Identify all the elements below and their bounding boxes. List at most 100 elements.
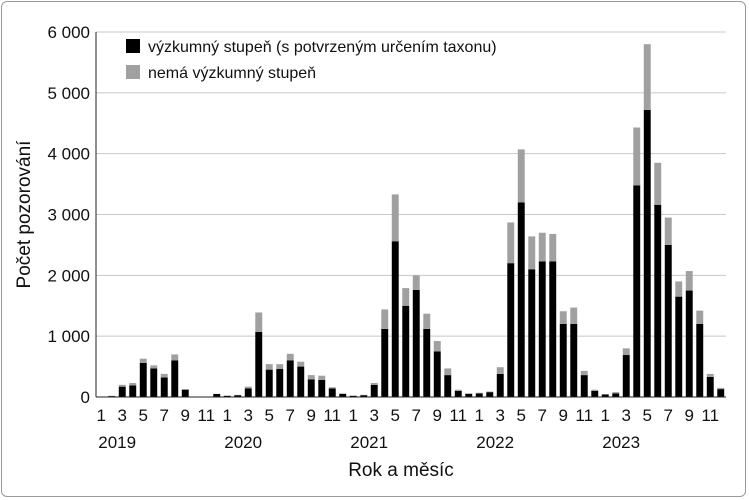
x-tick-label: 9: [433, 406, 442, 425]
bar-research-grade: [129, 385, 137, 397]
x-tick-label: 1: [601, 406, 610, 425]
y-tick-label: 0: [81, 388, 90, 407]
bar-research-grade: [381, 328, 389, 397]
bar-needs-id: [129, 383, 137, 386]
bar-research-grade: [339, 393, 347, 397]
bar-research-grade: [286, 360, 294, 397]
bar-needs-id: [244, 386, 252, 389]
bar-needs-id: [433, 341, 441, 352]
bar-research-grade: [370, 384, 378, 397]
bar-needs-id: [706, 373, 714, 377]
bar-needs-id: [381, 309, 389, 329]
bar-research-grade: [454, 390, 462, 397]
bar-research-grade: [307, 379, 315, 397]
bar-research-grade: [706, 376, 714, 397]
bar-research-grade: [391, 241, 399, 397]
bar-research-grade: [664, 244, 672, 397]
bar-research-grade: [402, 305, 410, 397]
year-label: 2021: [350, 433, 388, 452]
year-label: 2019: [98, 433, 136, 452]
bar-research-grade: [601, 394, 609, 397]
bar-research-grade: [622, 355, 630, 397]
bar-research-grade: [643, 109, 651, 397]
bar-research-grade: [612, 393, 620, 397]
bar-research-grade: [486, 392, 494, 397]
bar-research-grade: [444, 375, 452, 397]
x-axis-title: Rok a měsíc: [348, 460, 454, 481]
x-tick-label: 5: [265, 406, 274, 425]
bar-research-grade: [171, 360, 179, 397]
legend: výzkumný stupeň (s potvrzeným určením ta…: [126, 39, 497, 82]
x-tick-labels: 1 3 5 7 9 11 1 3 5 7 9 11 1 3 5 7 9 11 1 3 5 7 9 11 1 3 5 7 9 11: [97, 406, 720, 425]
year-label: 2022: [476, 433, 514, 452]
bar-needs-id: [538, 232, 546, 262]
x-tick-label: 5: [391, 406, 400, 425]
x-tick-label: 11: [197, 406, 215, 425]
bar-needs-id: [318, 375, 326, 380]
bar-research-grade: [717, 389, 725, 397]
bar-research-grade: [276, 369, 284, 397]
bar-needs-id: [643, 44, 651, 110]
bar-needs-id: [612, 392, 620, 394]
x-tick-label: 9: [307, 406, 316, 425]
bar-research-grade: [685, 290, 693, 397]
bar-needs-id: [549, 233, 557, 262]
x-tick-label: 9: [685, 406, 694, 425]
bar-needs-id: [412, 275, 420, 290]
bar-needs-id: [286, 353, 294, 361]
bar-needs-id: [118, 384, 126, 387]
x-tick-label: 7: [286, 406, 295, 425]
x-tick-label: 9: [559, 406, 568, 425]
bar-research-grade: [297, 366, 305, 397]
bar-needs-id: [181, 389, 189, 390]
bar-research-grade: [507, 263, 515, 397]
x-tick-label: 5: [643, 406, 652, 425]
x-tick-label: 5: [139, 406, 148, 425]
bar-research-grade: [160, 377, 168, 397]
bar-research-grade: [139, 362, 147, 397]
bar-research-grade: [538, 261, 546, 397]
x-tick-label: 1: [349, 406, 358, 425]
y-axis-title: Počet pozorování: [14, 140, 35, 289]
bar-research-grade: [654, 204, 662, 397]
bar-research-grade: [349, 395, 357, 397]
bar-needs-id: [265, 364, 273, 370]
bar-needs-id: [675, 281, 683, 297]
bar-research-grade: [360, 395, 368, 397]
bar-research-grade: [234, 395, 242, 397]
bar-needs-id: [622, 348, 630, 356]
legend-label-research-grade: výzkumný stupeň (s potvrzeným určením ta…: [148, 39, 497, 56]
bar-research-grade: [465, 393, 473, 397]
bar-needs-id: [465, 393, 473, 394]
x-tick-label: 3: [118, 406, 127, 425]
bar-needs-id: [328, 387, 336, 389]
x-tick-label: 11: [575, 406, 593, 425]
y-tick-label: 4 000: [47, 145, 90, 164]
bar-needs-id: [664, 217, 672, 245]
bar-needs-id: [276, 364, 284, 370]
bar-needs-id: [507, 222, 515, 264]
x-tick-label: 9: [181, 406, 190, 425]
bar-research-grade: [580, 375, 588, 397]
bar-needs-id: [475, 392, 483, 394]
bar-needs-id: [255, 312, 263, 332]
x-tick-label: 3: [370, 406, 379, 425]
bar-research-grade: [496, 373, 504, 397]
y-tick-labels: 0 1 000 2 000 3 000 4 000 5 000 6 000: [47, 23, 90, 407]
bar-needs-id: [402, 288, 410, 306]
bar-needs-id: [570, 307, 578, 324]
bar-needs-id: [370, 383, 378, 385]
bar-research-grade: [150, 368, 158, 397]
bars: [108, 44, 725, 397]
bar-needs-id: [517, 149, 525, 203]
bar-research-grade: [559, 324, 567, 397]
bar-research-grade: [570, 324, 578, 397]
bar-research-grade: [475, 393, 483, 397]
bar-needs-id: [454, 389, 462, 391]
axes: [95, 32, 726, 398]
bar-needs-id: [486, 391, 494, 393]
x-tick-label: 1: [97, 406, 106, 425]
bar-research-grade: [696, 324, 704, 397]
bar-needs-id: [307, 375, 315, 380]
